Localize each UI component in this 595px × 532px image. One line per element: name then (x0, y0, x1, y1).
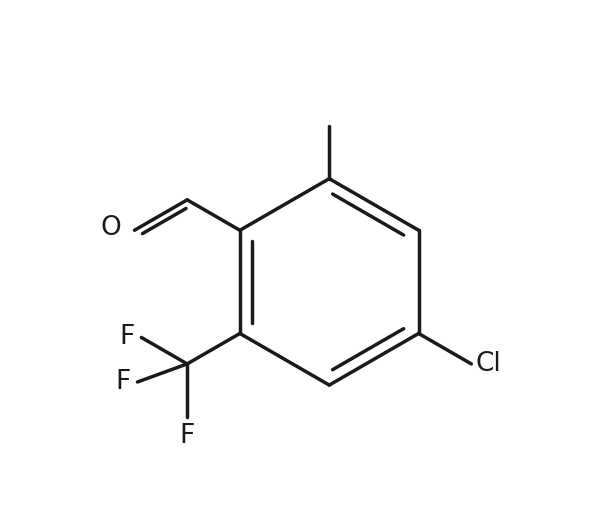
Text: F: F (180, 423, 195, 449)
Text: O: O (101, 214, 121, 240)
Text: F: F (116, 369, 131, 395)
Text: F: F (120, 325, 135, 351)
Text: Cl: Cl (475, 351, 502, 377)
